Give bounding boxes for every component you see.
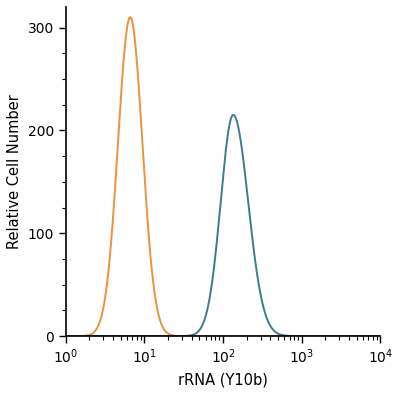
Y-axis label: Relative Cell Number: Relative Cell Number bbox=[7, 94, 22, 249]
X-axis label: rRNA (Y10b): rRNA (Y10b) bbox=[178, 372, 268, 387]
